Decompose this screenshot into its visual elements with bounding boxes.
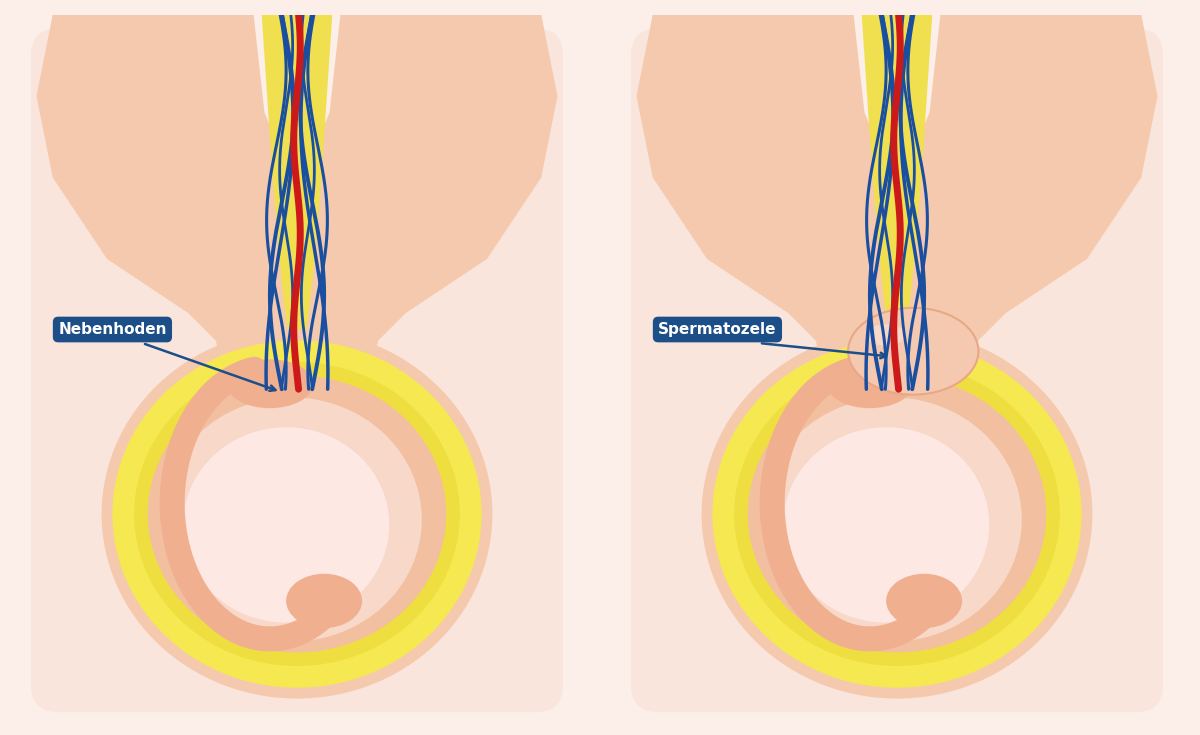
Ellipse shape: [113, 340, 481, 688]
Ellipse shape: [134, 362, 460, 666]
Polygon shape: [636, 15, 1158, 698]
Text: Nebenhoden: Nebenhoden: [58, 322, 167, 337]
Polygon shape: [902, 15, 1141, 265]
Polygon shape: [302, 15, 541, 265]
Ellipse shape: [734, 362, 1060, 666]
FancyBboxPatch shape: [631, 28, 1163, 712]
Ellipse shape: [161, 398, 422, 642]
Ellipse shape: [784, 427, 989, 623]
Polygon shape: [262, 15, 332, 379]
Ellipse shape: [148, 376, 446, 653]
Ellipse shape: [761, 398, 1022, 642]
Ellipse shape: [868, 324, 905, 345]
FancyBboxPatch shape: [31, 28, 563, 712]
Ellipse shape: [886, 574, 962, 628]
Ellipse shape: [748, 376, 1046, 653]
Ellipse shape: [184, 427, 389, 623]
Ellipse shape: [286, 574, 362, 628]
Polygon shape: [862, 15, 932, 379]
Ellipse shape: [713, 340, 1081, 688]
Polygon shape: [653, 15, 892, 265]
Text: Spermatozele: Spermatozele: [658, 322, 776, 337]
Ellipse shape: [702, 329, 1092, 698]
Polygon shape: [36, 15, 558, 698]
Polygon shape: [853, 15, 941, 215]
Ellipse shape: [227, 359, 313, 408]
Ellipse shape: [102, 329, 492, 698]
Ellipse shape: [827, 359, 913, 408]
Polygon shape: [53, 15, 292, 265]
Polygon shape: [253, 15, 341, 215]
Ellipse shape: [848, 308, 978, 395]
